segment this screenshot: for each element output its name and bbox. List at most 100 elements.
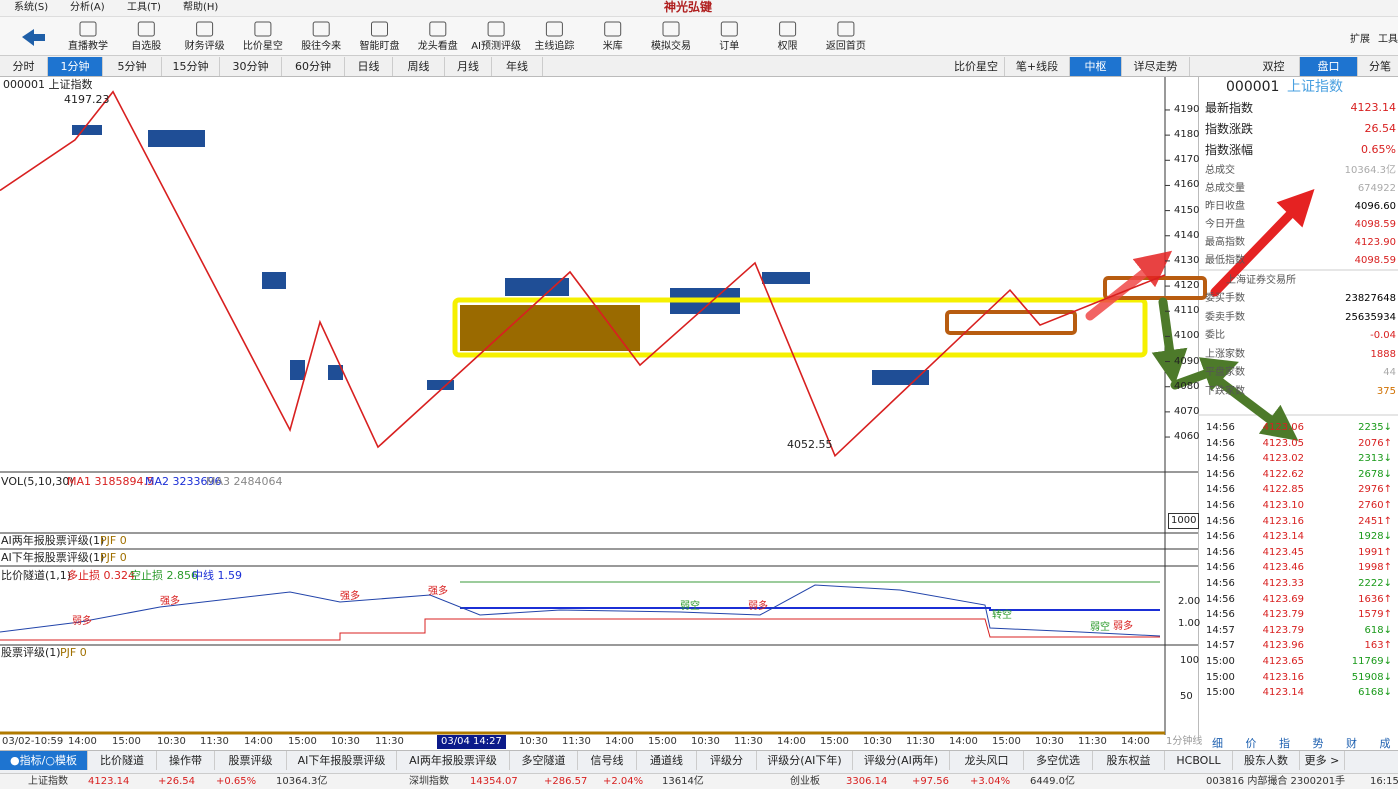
tick-price: 4123.05	[1262, 437, 1304, 449]
quote-value: 4098.59	[1354, 219, 1396, 230]
vol-ma: MA1 3185894.5	[67, 475, 154, 488]
quote-name: 上证指数	[1287, 79, 1343, 95]
tab[interactable]: AI两年报股票评级	[397, 751, 510, 770]
quote-value: 25635934	[1345, 311, 1396, 323]
tab[interactable]: 30分钟	[220, 57, 282, 76]
tab[interactable]: 比价隧道	[88, 751, 157, 770]
tick-time: 14:56	[1206, 593, 1235, 605]
tool-label[interactable]: 米库	[602, 41, 623, 52]
quote-code: 000001	[1226, 79, 1280, 95]
tick-time: 14:56	[1206, 562, 1235, 574]
tool-label[interactable]: 智能盯盘	[359, 41, 400, 52]
tab[interactable]: 盘口	[1300, 57, 1358, 76]
menu-item[interactable]: 帮助(H)	[183, 2, 219, 13]
time-label: 11:30	[906, 736, 935, 747]
y-tick-label: 4060	[1174, 431, 1200, 443]
side-tab[interactable]: 指	[1279, 737, 1290, 750]
tab[interactable]: 双控	[1248, 57, 1300, 76]
quote-value: 4096.60	[1354, 201, 1396, 212]
tab[interactable]: 股票评级	[215, 751, 287, 770]
tunnel-tick: 2.00	[1178, 596, 1201, 607]
tab[interactable]: 1分钟	[48, 57, 103, 76]
time-label: 14:00	[68, 736, 97, 747]
tab[interactable]: 比价星空	[948, 57, 1005, 76]
tab[interactable]: 评级分(AI两年)	[853, 751, 950, 770]
tool-label[interactable]: 权限	[777, 41, 798, 52]
tab[interactable]: 15分钟	[162, 57, 220, 76]
back-arrow[interactable]	[22, 29, 45, 46]
quote-value: 10364.3亿	[1344, 165, 1396, 176]
tab[interactable]: 更多 >	[1300, 751, 1345, 770]
tab[interactable]: 笔+线段	[1005, 57, 1070, 76]
y-tick-label: 4190	[1174, 103, 1200, 115]
quote-value: 23827648	[1345, 293, 1396, 304]
side-tab[interactable]: 细	[1212, 737, 1223, 750]
tool-label[interactable]: 返回首页	[825, 41, 866, 52]
tick-price: 4123.96	[1262, 640, 1304, 652]
tab[interactable]: 年线	[492, 57, 543, 76]
tool-label[interactable]: 比价星空	[242, 41, 283, 52]
tool-label[interactable]: 模拟交易	[651, 41, 691, 52]
tool-label[interactable]: 工具	[1378, 34, 1398, 45]
menu-item[interactable]: 系统(S)	[14, 2, 49, 13]
tab[interactable]: 股东人数	[1233, 751, 1300, 770]
tool-label[interactable]: AI预测评级	[471, 41, 521, 52]
tab[interactable]: 多空优选	[1024, 751, 1093, 770]
tab[interactable]: 中枢	[1070, 57, 1122, 76]
tool-label[interactable]: 订单	[719, 41, 740, 52]
tab[interactable]: AI下年报股票评级	[287, 751, 397, 770]
tool-label[interactable]: 龙头看盘	[417, 41, 458, 52]
time-label: 14:00	[244, 736, 273, 747]
quote-label: 今日开盘	[1205, 219, 1245, 230]
tool-icon	[312, 21, 330, 37]
status-item: 上证指数	[28, 776, 68, 787]
tab[interactable]: 操作带	[157, 751, 215, 770]
status-item: 4123.14	[88, 776, 130, 787]
tab[interactable]: 龙头风口	[950, 751, 1024, 770]
tab[interactable]: 分时	[0, 57, 48, 76]
tool-label[interactable]: 扩展	[1350, 34, 1370, 45]
tab[interactable]: 评级分	[697, 751, 757, 770]
tick-time: 14:56	[1206, 578, 1235, 589]
tab[interactable]: 分笔	[1358, 57, 1398, 76]
tick-price: 4123.79	[1262, 609, 1304, 621]
tool-label[interactable]: 直播教学	[68, 41, 108, 52]
tick-price: 4123.14	[1262, 687, 1304, 699]
tool-label[interactable]: 主线追踪	[534, 41, 575, 52]
tab[interactable]: 多空隧道	[510, 751, 578, 770]
side-tab[interactable]: 成	[1379, 737, 1391, 750]
side-tab[interactable]: 价	[1245, 737, 1257, 750]
tick-price: 4123.45	[1262, 546, 1304, 558]
side-tab[interactable]: 财	[1346, 737, 1357, 750]
tab[interactable]: 月线	[445, 57, 492, 76]
tool-label[interactable]: 自选股	[131, 41, 162, 52]
tool-icon	[429, 21, 447, 37]
quote-label: 总成交量	[1205, 183, 1245, 194]
menu-item[interactable]: 分析(A)	[70, 2, 105, 13]
time-label: 11:30	[1078, 736, 1107, 747]
tab[interactable]: HCBOLL	[1165, 751, 1233, 770]
tab[interactable]: 5分钟	[103, 57, 162, 76]
tool-label[interactable]: 股往今来	[301, 41, 342, 52]
time-label: 15:00	[648, 736, 677, 747]
tick-volume: 618↓	[1364, 624, 1392, 636]
panel-title: AI两年报股票评级(1)	[1, 534, 105, 547]
side-tab[interactable]: 势	[1312, 737, 1324, 750]
quote-value: 44	[1383, 367, 1396, 378]
tab[interactable]: 详尽走势	[1122, 57, 1190, 76]
tool-label[interactable]: 财务评级	[184, 41, 225, 52]
tab[interactable]: 周线	[393, 57, 445, 76]
tool-icon	[254, 21, 272, 37]
tab[interactable]: ●指标/○模板	[0, 751, 88, 770]
time-label: 11:30	[200, 736, 229, 747]
tab[interactable]: 60分钟	[282, 57, 345, 76]
tab[interactable]: 评级分(AI下年)	[757, 751, 853, 770]
tick-volume: 51908↓	[1351, 671, 1392, 683]
tab[interactable]: 股东权益	[1093, 751, 1165, 770]
tick-price: 4123.14	[1262, 531, 1304, 543]
menu-item[interactable]: 工具(T)	[127, 2, 161, 13]
tab[interactable]: 通道线	[637, 751, 697, 770]
y-tick-label: 4150	[1174, 204, 1200, 216]
tab[interactable]: 信号线	[578, 751, 637, 770]
tab[interactable]: 日线	[345, 57, 393, 76]
